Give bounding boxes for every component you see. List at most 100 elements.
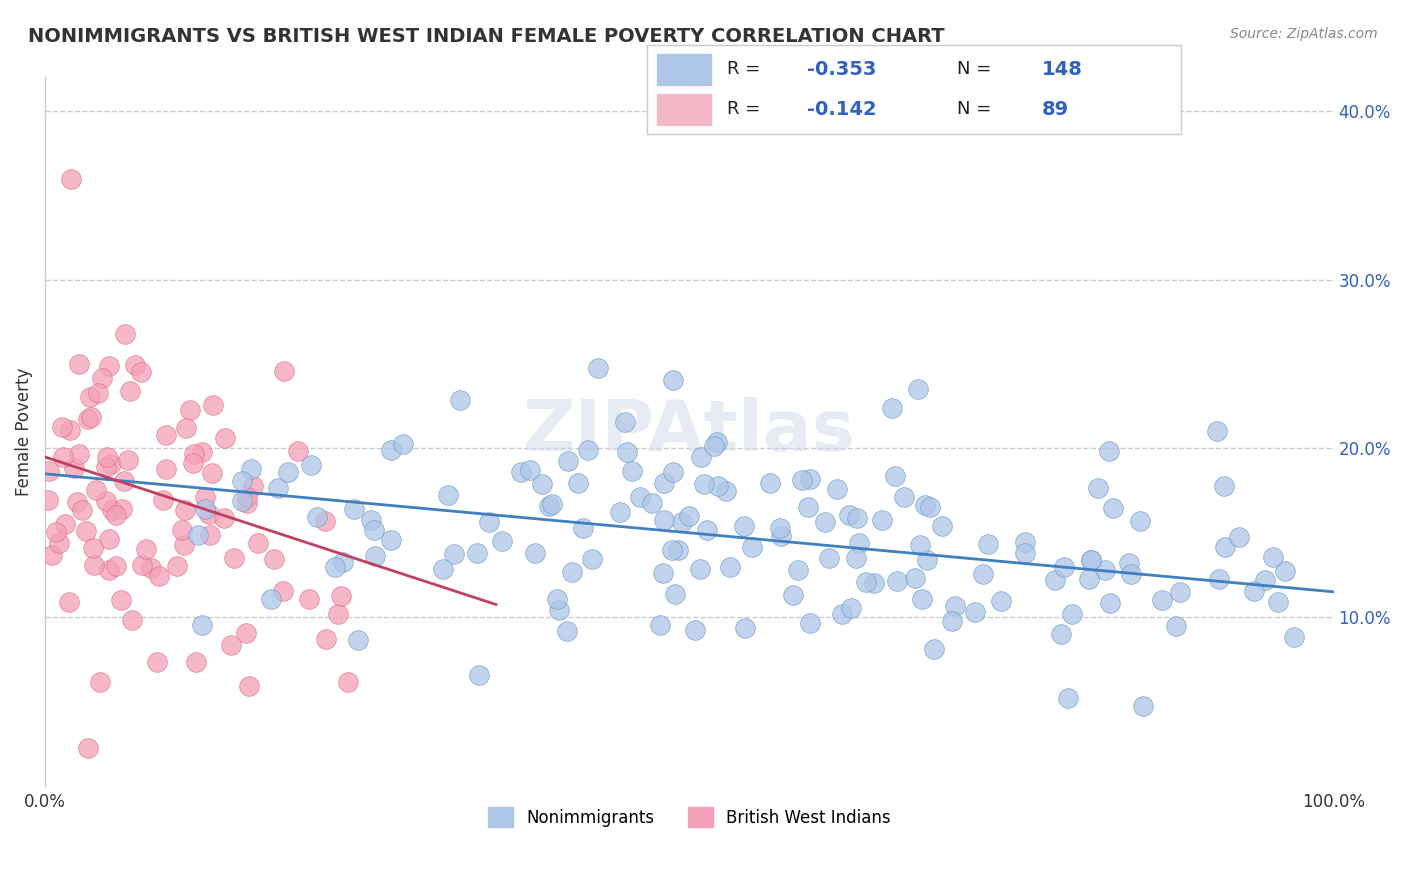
British West Indians xyxy=(45,525,67,540)
Nonimmigrants xyxy=(299,458,322,472)
Nonimmigrants xyxy=(191,618,214,632)
Nonimmigrants xyxy=(343,502,366,516)
Nonimmigrants xyxy=(616,445,638,459)
Nonimmigrants xyxy=(537,499,560,513)
Nonimmigrants xyxy=(1208,572,1230,586)
Nonimmigrants xyxy=(818,550,841,565)
British West Indians xyxy=(236,490,259,504)
British West Indians xyxy=(51,420,73,434)
Nonimmigrants xyxy=(1253,573,1275,587)
Nonimmigrants xyxy=(706,435,728,450)
British West Indians xyxy=(100,457,122,471)
British West Indians xyxy=(77,412,100,426)
Nonimmigrants xyxy=(904,571,927,585)
Text: 148: 148 xyxy=(1042,60,1083,78)
Nonimmigrants xyxy=(509,465,531,479)
British West Indians xyxy=(112,475,135,489)
Nonimmigrants xyxy=(893,490,915,504)
British West Indians xyxy=(66,495,89,509)
British West Indians xyxy=(37,493,59,508)
British West Indians xyxy=(41,548,63,562)
British West Indians xyxy=(238,679,260,693)
Nonimmigrants xyxy=(654,513,676,527)
Nonimmigrants xyxy=(814,515,837,529)
Nonimmigrants xyxy=(491,533,513,548)
Nonimmigrants xyxy=(1014,535,1036,549)
Nonimmigrants xyxy=(716,484,738,499)
Nonimmigrants xyxy=(650,618,672,632)
Nonimmigrants xyxy=(380,533,402,548)
Nonimmigrants xyxy=(546,591,568,606)
British West Indians xyxy=(235,626,257,640)
Bar xyxy=(658,54,711,85)
British West Indians xyxy=(198,528,221,542)
Nonimmigrants xyxy=(1129,515,1152,529)
Nonimmigrants xyxy=(734,621,756,635)
British West Indians xyxy=(174,421,197,435)
Nonimmigrants xyxy=(1014,546,1036,560)
British West Indians xyxy=(89,675,111,690)
Bar xyxy=(658,94,711,125)
Nonimmigrants xyxy=(621,464,644,478)
British West Indians xyxy=(197,507,219,521)
British West Indians xyxy=(97,359,120,373)
Nonimmigrants xyxy=(240,462,263,476)
British West Indians xyxy=(287,443,309,458)
Nonimmigrants xyxy=(799,472,821,486)
Nonimmigrants xyxy=(914,498,936,512)
British West Indians xyxy=(212,510,235,524)
Nonimmigrants xyxy=(572,521,595,535)
British West Indians xyxy=(148,569,170,583)
Nonimmigrants xyxy=(561,565,583,579)
Nonimmigrants xyxy=(652,476,675,491)
Nonimmigrants xyxy=(231,474,253,488)
Nonimmigrants xyxy=(1213,540,1236,554)
British West Indians xyxy=(121,613,143,627)
British West Indians xyxy=(298,592,321,607)
British West Indians xyxy=(110,502,132,516)
Nonimmigrants xyxy=(839,600,862,615)
Nonimmigrants xyxy=(360,512,382,526)
British West Indians xyxy=(236,496,259,510)
Nonimmigrants xyxy=(1062,607,1084,621)
Nonimmigrants xyxy=(524,546,547,560)
British West Indians xyxy=(201,398,224,412)
British West Indians xyxy=(77,740,100,755)
British West Indians xyxy=(72,502,94,516)
British West Indians xyxy=(135,542,157,557)
Nonimmigrants xyxy=(1050,627,1073,641)
Nonimmigrants xyxy=(977,537,1000,551)
Text: -0.353: -0.353 xyxy=(807,60,876,78)
Nonimmigrants xyxy=(825,483,848,497)
Nonimmigrants xyxy=(1080,553,1102,567)
Nonimmigrants xyxy=(437,488,460,502)
Nonimmigrants xyxy=(922,641,945,656)
Nonimmigrants xyxy=(557,624,579,638)
Text: N =: N = xyxy=(956,100,997,119)
Nonimmigrants xyxy=(449,393,471,408)
British West Indians xyxy=(263,551,285,566)
British West Indians xyxy=(67,447,90,461)
Nonimmigrants xyxy=(831,607,853,621)
Nonimmigrants xyxy=(733,518,755,533)
British West Indians xyxy=(75,524,97,538)
Nonimmigrants xyxy=(1206,425,1229,439)
British West Indians xyxy=(59,423,82,437)
British West Indians xyxy=(84,483,107,498)
Nonimmigrants xyxy=(943,599,966,614)
British West Indians xyxy=(183,447,205,461)
British West Indians xyxy=(242,479,264,493)
Nonimmigrants xyxy=(1213,479,1236,493)
Nonimmigrants xyxy=(863,576,886,591)
Text: R =: R = xyxy=(727,60,766,78)
Nonimmigrants xyxy=(1080,553,1102,567)
Nonimmigrants xyxy=(332,555,354,569)
Nonimmigrants xyxy=(567,475,589,490)
British West Indians xyxy=(170,523,193,537)
British West Indians xyxy=(336,675,359,690)
Nonimmigrants xyxy=(770,528,793,542)
British West Indians xyxy=(201,466,224,480)
Nonimmigrants xyxy=(662,373,685,387)
British West Indians xyxy=(326,607,349,621)
Nonimmigrants xyxy=(578,442,600,457)
